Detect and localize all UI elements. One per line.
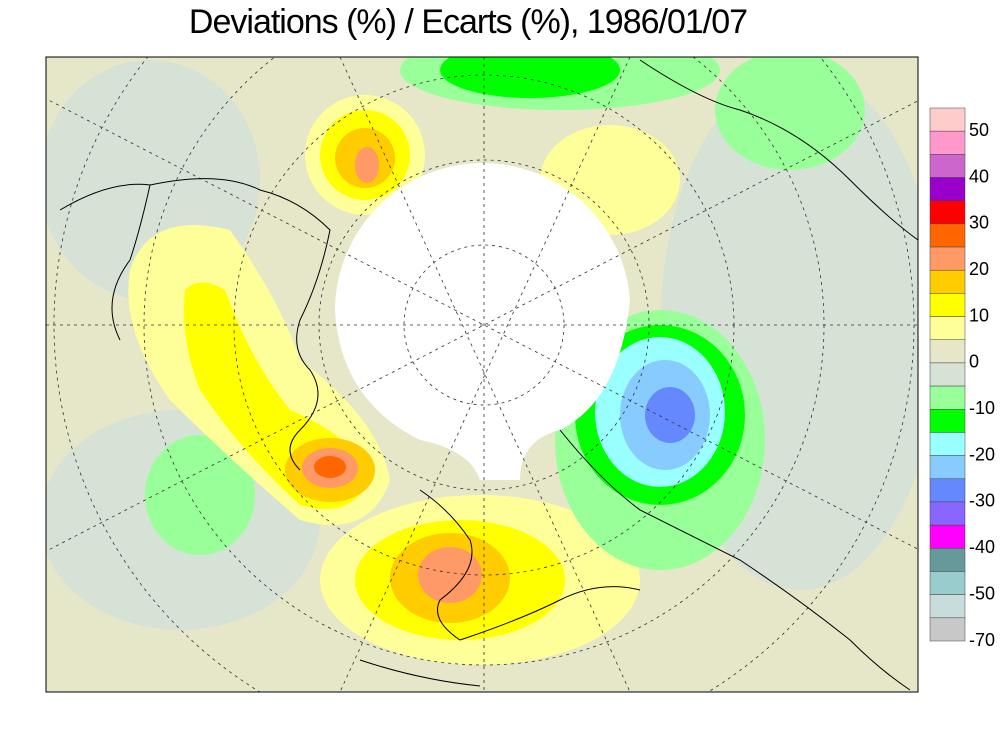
- coastline: [639, 59, 918, 241]
- colorbar-swatch: [929, 478, 966, 503]
- colorbar-label: -10: [969, 398, 995, 418]
- field-zone: [440, 57, 620, 98]
- graticule: [46, 57, 918, 692]
- colorbar: 50 40 30 20 10 0 -10 -20 -30 -40 -50 -70: [929, 107, 995, 650]
- colorbar-swatch: [929, 548, 966, 572]
- colorbar-swatch: [929, 246, 966, 271]
- meridian: [339, 57, 631, 692]
- field-zone: [715, 57, 865, 170]
- map-frame: [45, 56, 919, 693]
- meridian: [339, 57, 631, 692]
- field-zone: [314, 456, 346, 478]
- colorbar-label: 50: [969, 120, 989, 140]
- colorbar-label: -40: [969, 537, 995, 557]
- colorbar-swatch: [929, 316, 966, 340]
- colorbar-swatch: [929, 130, 966, 155]
- colorbar-swatch: [929, 385, 966, 410]
- colorbar-swatch: [929, 501, 966, 526]
- colorbar-swatch: [929, 362, 966, 387]
- colorbar-label: -70: [969, 630, 995, 650]
- colorbar-swatch: [929, 223, 966, 248]
- colorbar-swatch: [929, 617, 966, 642]
- colorbar-swatch: [929, 177, 966, 201]
- coastline: [59, 178, 331, 471]
- title: Deviations (%) / Ecarts (%), 1986/01/07: [189, 3, 747, 41]
- colorbar-swatch: [929, 154, 966, 178]
- field-zone: [645, 387, 695, 443]
- coastline: [559, 429, 911, 691]
- field-zone: [418, 547, 482, 603]
- colorbar-swatch: [929, 571, 966, 595]
- colorbar-label: 40: [969, 166, 989, 186]
- field-zone: [145, 435, 255, 555]
- colorbar-swatch: [929, 524, 966, 549]
- colorbar-label: 30: [969, 213, 989, 233]
- coastline: [111, 184, 151, 341]
- colorbar-label: -20: [969, 444, 995, 464]
- colorbar-swatch: [929, 432, 966, 456]
- colorbar-swatch: [929, 339, 966, 364]
- polar-mask: [335, 162, 630, 481]
- colorbar-swatch: [929, 409, 966, 433]
- colorbar-swatch: [929, 200, 966, 225]
- colorbar-swatch: [929, 455, 966, 480]
- colorbar-label: 10: [969, 305, 989, 325]
- colorbar-label: -50: [969, 583, 995, 603]
- colorbar-swatch: [929, 107, 966, 132]
- map: [46, 57, 918, 692]
- field-zone: [355, 147, 379, 183]
- colorbar-label: -30: [969, 491, 995, 511]
- colorbar-swatch: [929, 293, 966, 317]
- coastlines: [59, 59, 918, 691]
- colorbar-label: 0: [969, 352, 979, 372]
- colorbar-swatch: [929, 269, 966, 294]
- colorbar-label: 20: [969, 259, 989, 279]
- coastline: [359, 659, 481, 687]
- colorbar-swatch: [929, 594, 966, 619]
- coastline: [419, 489, 641, 641]
